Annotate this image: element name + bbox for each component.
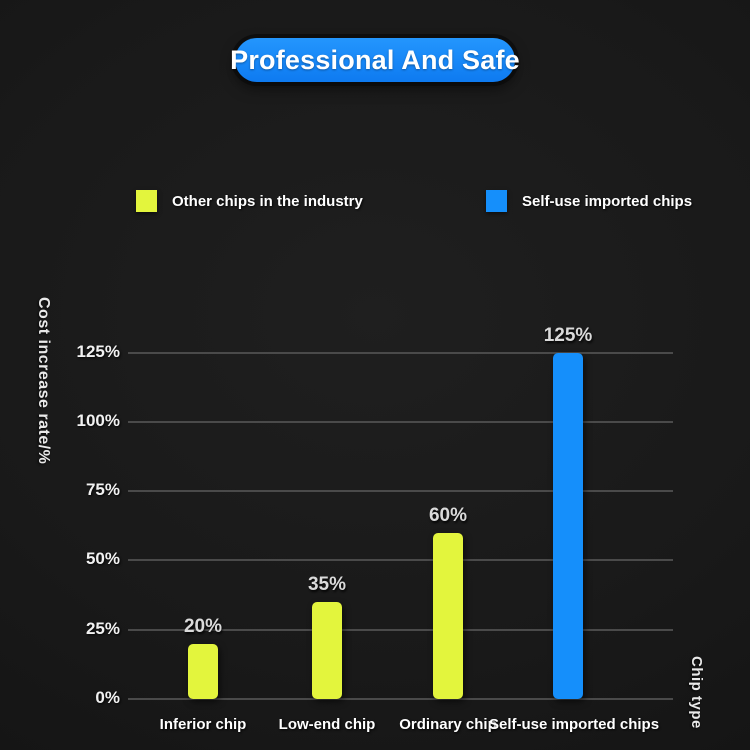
gridline-50% bbox=[128, 559, 673, 562]
x-category-label: Ordinary chip bbox=[399, 716, 497, 733]
legend-item-imported-chips: Self-use imported chips bbox=[486, 190, 692, 212]
gridline-100% bbox=[128, 420, 673, 423]
bar-value-label: 35% bbox=[307, 573, 347, 595]
bar-inferior-chip bbox=[188, 643, 218, 699]
x-category-label: Inferior chip bbox=[159, 716, 247, 733]
gridline-75% bbox=[128, 490, 673, 493]
legend-swatch-yellow bbox=[136, 190, 157, 212]
gridline-125% bbox=[128, 351, 673, 354]
x-category-label: Low-end chip bbox=[278, 716, 376, 733]
y-tick-label: 0% bbox=[95, 688, 120, 707]
title-pill: Professional And Safe bbox=[230, 38, 520, 82]
gridline-0% bbox=[128, 698, 673, 700]
legend-swatch-blue bbox=[486, 190, 507, 212]
y-tick-label: 50% bbox=[85, 549, 120, 569]
y-axis-title: Cost increase rate/% bbox=[35, 297, 52, 465]
legend-label: Self-use imported chips bbox=[522, 192, 693, 210]
legend-item-other-chips: Other chips in the industry bbox=[136, 190, 363, 212]
x-category-label: Self-use imported chips bbox=[489, 716, 660, 733]
legend-label: Other chips in the industry bbox=[172, 192, 363, 210]
bar-value-label: 20% bbox=[183, 615, 223, 637]
y-tick-label: 25% bbox=[85, 618, 120, 638]
x-axis-title: Chip type bbox=[688, 656, 705, 729]
bar-value-label: 60% bbox=[428, 504, 468, 526]
bar-low-end-chip bbox=[312, 601, 342, 699]
bar-ordinary-chip bbox=[433, 532, 463, 699]
y-tick-label: 75% bbox=[85, 480, 120, 500]
bar-self-use-imported-chips bbox=[553, 352, 583, 699]
y-tick-label: 125% bbox=[76, 341, 120, 361]
gridline-25% bbox=[128, 628, 673, 631]
bar-value-label: 125% bbox=[543, 324, 593, 346]
y-tick-label: 100% bbox=[76, 410, 120, 430]
page-title: Professional And Safe bbox=[230, 44, 520, 75]
